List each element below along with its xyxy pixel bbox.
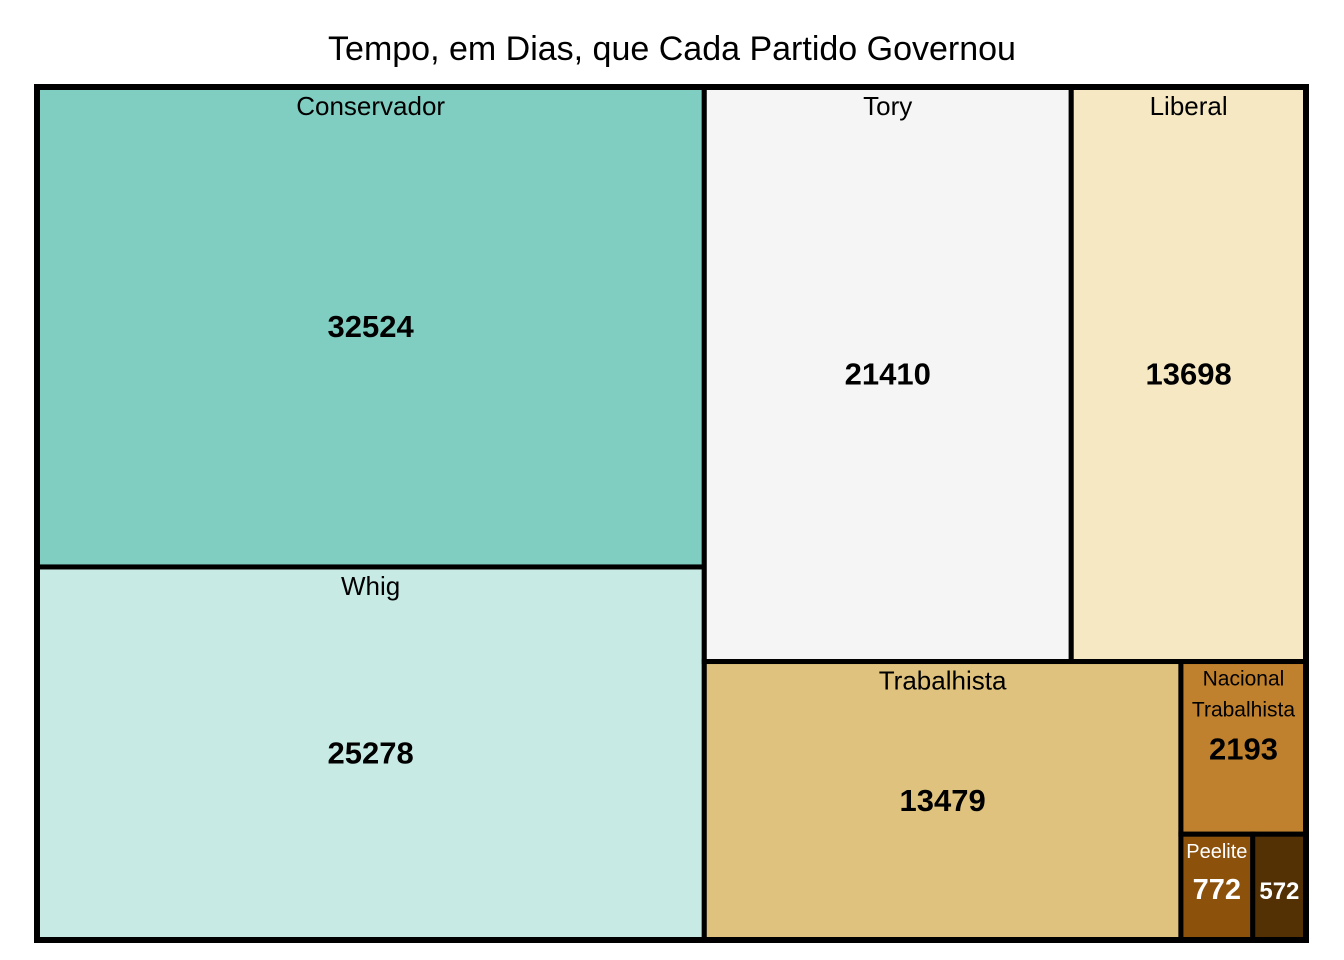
tile-peelite: Peelite 772	[1178, 831, 1256, 943]
tile-value: 21410	[845, 356, 931, 391]
tile-value: 13698	[1146, 356, 1232, 391]
tile-nacional-trabalhista: Nacional Trabalhista 2193	[1178, 659, 1309, 837]
tile-whig: Whig 25278	[34, 564, 707, 943]
tile-label: Conservador	[296, 91, 445, 121]
tile-conservador: Conservador 32524	[34, 84, 707, 570]
tile-value: 13479	[899, 783, 985, 818]
tile-trabalhista: Trabalhista 13479	[701, 659, 1184, 943]
tile-value: 25278	[328, 735, 414, 770]
treemap-frame	[34, 84, 1309, 943]
tile-label: Peelite	[1186, 841, 1247, 863]
tile-value: 772	[1193, 874, 1241, 906]
tile-tory: Tory 21410	[701, 84, 1074, 665]
tile-value: 2193	[1209, 732, 1278, 767]
tile-label: Nacional	[1203, 668, 1285, 691]
tile-value: 572	[1259, 878, 1299, 905]
tile-unlabeled-7: 572	[1250, 831, 1309, 943]
tile-rect	[1250, 831, 1309, 943]
tile-rect	[34, 564, 707, 943]
chart-title: Tempo, em Dias, que Cada Partido Governo…	[328, 30, 1016, 68]
tile-label: Trabalhista	[1192, 699, 1295, 722]
tile-label: Tory	[863, 91, 912, 121]
tile-liberal: Liberal 13698	[1068, 84, 1309, 665]
tile-label: Whig	[341, 571, 400, 601]
tile-value: 32524	[328, 309, 415, 344]
tile-label: Liberal	[1150, 91, 1228, 121]
tile-rect	[34, 84, 707, 570]
tile-rect	[701, 84, 1074, 665]
tile-label: Trabalhista	[879, 666, 1007, 696]
